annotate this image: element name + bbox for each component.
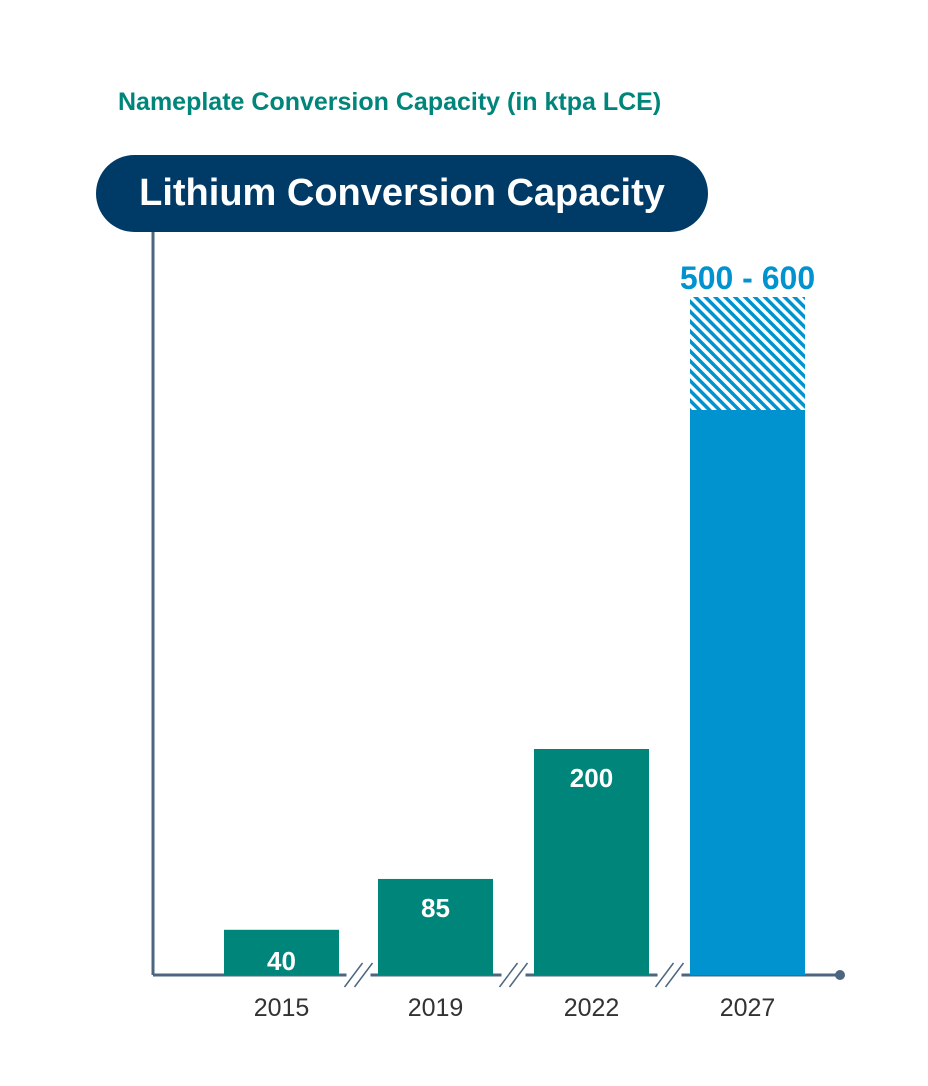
data-label-2019: 85 (421, 893, 450, 923)
x-tick-label-2022: 2022 (564, 994, 620, 1022)
x-tick-label-2027: 2027 (720, 994, 776, 1022)
bar-2019 (378, 878, 493, 975)
chart-title-pill: Lithium Conversion Capacity (96, 155, 708, 232)
range-label: 500 - 600 (680, 260, 815, 296)
bar-2015 (224, 929, 339, 975)
axis-break-mark (343, 962, 374, 988)
bar-range-2027 (690, 297, 805, 410)
bar-2027 (690, 410, 805, 975)
x-tick-label-2019: 2019 (408, 994, 464, 1022)
axis-break-mark (654, 962, 685, 988)
data-label-2022: 200 (570, 763, 613, 793)
chart-subtitle: Nameplate Conversion Capacity (in ktpa L… (118, 88, 662, 116)
axis-break-mark (498, 962, 529, 988)
chart-title: Lithium Conversion Capacity (139, 172, 665, 214)
data-label-2015: 40 (267, 946, 296, 976)
x-tick-label-2015: 2015 (254, 994, 310, 1022)
bar-2022 (534, 749, 649, 975)
x-axis-end-dot (835, 970, 845, 980)
